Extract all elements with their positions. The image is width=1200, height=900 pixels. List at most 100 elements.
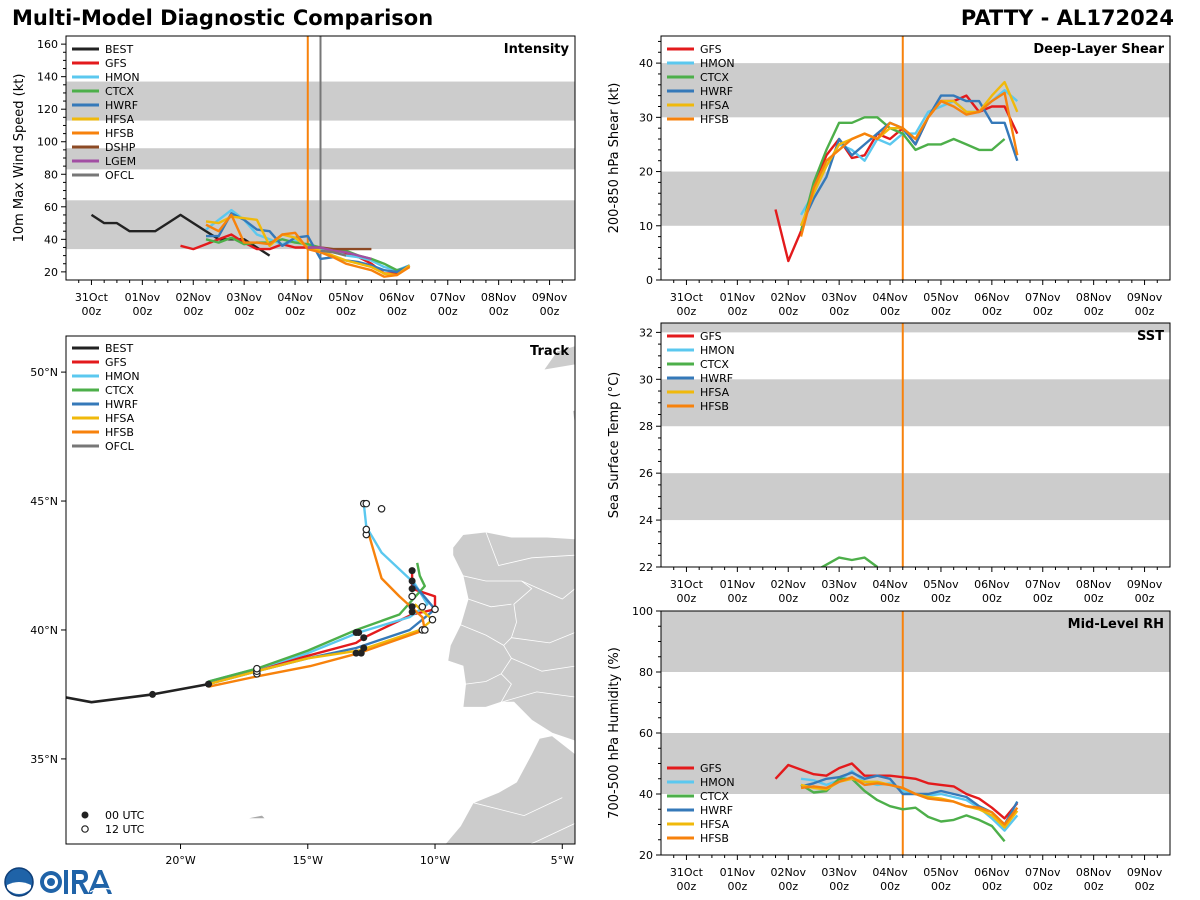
sst-legend-label-ctcx: CTCX [700, 358, 729, 371]
shear-legend-label-hwrf: HWRF [700, 85, 733, 98]
track-series-hmon [208, 503, 429, 683]
marker-legend-00z-label: 00 UTC [105, 809, 145, 822]
sst-xtick-hour: 00z [1135, 592, 1155, 605]
sst-legend-label-gfs: GFS [700, 330, 722, 343]
sst-xtick-date: 01Nov [720, 578, 756, 591]
sst-series-ctcx [819, 556, 879, 567]
rh-xtick-date: 09Nov [1127, 866, 1163, 879]
shear-band-0 [661, 171, 1170, 226]
sst-band-0 [661, 473, 1170, 521]
shear-xtick-date: 03Nov [821, 291, 857, 304]
track-marker-12z [421, 626, 429, 634]
intensity-legend-label-best: BEST [105, 43, 133, 56]
intensity-ytick-label: 160 [37, 38, 58, 51]
track-legend-label-gfs: GFS [105, 356, 127, 369]
shear-plot-area [661, 36, 1170, 280]
shear-xtick-date: 01Nov [720, 291, 756, 304]
track-series-gfs [208, 570, 437, 686]
cira-logo-icon [4, 867, 115, 897]
sst-band-1 [661, 379, 1170, 427]
rh-panel-title: Mid-Level RH [1068, 617, 1164, 632]
border-line [485, 531, 575, 566]
sst-x-axis: 31Oct00z01Nov00z02Nov00z03Nov00z04Nov00z… [670, 567, 1163, 605]
track-marker-12z [253, 664, 261, 673]
rh-xtick-date: 02Nov [771, 866, 807, 879]
track-map-area [66, 346, 575, 844]
track-legend-label-ctcx: CTCX [105, 384, 134, 397]
rh-legend-label-hfsb: HFSB [700, 832, 729, 845]
rh-xtick-hour: 00z [1033, 880, 1053, 893]
intensity-legend-label-hmon: HMON [105, 71, 140, 84]
intensity-xtick-hour: 00z [82, 305, 102, 318]
shear-xtick-hour: 00z [1135, 305, 1155, 318]
rh-xtick-hour: 00z [1084, 880, 1104, 893]
rh-xtick-hour: 00z [880, 880, 900, 893]
storm-id-title: PATTY - AL172024 [960, 6, 1174, 30]
intensity-legend-label-lgem: LGEM [105, 155, 136, 168]
intensity-xtick-date: 09Nov [532, 291, 568, 304]
cornwall-land [544, 346, 575, 370]
intensity-xtick-date: 31Oct [75, 291, 109, 304]
rh-xtick-hour: 00z [778, 880, 798, 893]
shear-legend-label-ctcx: CTCX [700, 71, 729, 84]
shear-xtick-hour: 00z [1033, 305, 1053, 318]
sst-legend-label-hfsa: HFSA [700, 386, 730, 399]
track-legend-label-hfsb: HFSB [105, 426, 134, 439]
track-ytick-label: 50°N [30, 366, 58, 379]
rh-series-gfs [774, 762, 1019, 820]
rh-ytick-label: 80 [639, 666, 653, 679]
shear-xtick-date: 08Nov [1076, 291, 1112, 304]
rh-ytick-label: 40 [639, 788, 653, 801]
sst-ytick-label: 30 [639, 373, 653, 386]
shear-x-axis: 31Oct00z01Nov00z02Nov00z03Nov00z04Nov00z… [670, 280, 1163, 318]
shear-legend-label-gfs: GFS [700, 43, 722, 56]
rh-band-1 [661, 611, 1170, 672]
track-ytick-label: 35°N [30, 753, 58, 766]
shear-series-hfsb [799, 91, 1019, 237]
track-marker-12z [362, 525, 371, 534]
track-marker-00z [408, 603, 416, 611]
sst-xtick-hour: 00z [880, 592, 900, 605]
rh-xtick-date: 01Nov [720, 866, 756, 879]
intensity-xtick-hour: 00z [387, 305, 407, 318]
sst-xtick-hour: 00z [727, 592, 747, 605]
border-line [501, 691, 575, 703]
track-xtick-label: 15°W [293, 854, 323, 867]
track-axes: 20°W 15°W 10°W 5°W 35°N 40°N 45°N 50°N [30, 366, 574, 867]
rh-xtick-hour: 00z [677, 880, 697, 893]
rh-band-0 [661, 733, 1170, 794]
intensity-xtick-hour: 00z [234, 305, 254, 318]
shear-panel-title: Deep-Layer Shear [1033, 42, 1164, 57]
intensity-ytick-label: 120 [37, 103, 58, 116]
rh-xtick-date: 31Oct [670, 866, 704, 879]
shear-xtick-hour: 00z [931, 305, 951, 318]
shear-legend-label-hmon: HMON [700, 57, 735, 70]
rh-xtick-hour: 00z [727, 880, 747, 893]
sst-xtick-date: 04Nov [872, 578, 908, 591]
sst-ytick-label: 24 [639, 514, 653, 527]
shear-y-axis: 0 10 20 30 40 [639, 40, 661, 287]
rh-legend-label-ctcx: CTCX [700, 790, 729, 803]
intensity-xtick-hour: 00z [438, 305, 458, 318]
rh-xtick-date: 03Nov [821, 866, 857, 879]
track-marker-00z [408, 608, 416, 616]
shear-band-1 [661, 63, 1170, 118]
shear-legend-label-hfsa: HFSA [700, 99, 730, 112]
rh-ytick-label: 60 [639, 727, 653, 740]
track-marker-12z [418, 602, 427, 611]
rh-legend-label-gfs: GFS [700, 762, 722, 775]
intensity-legend-label-hwrf: HWRF [105, 99, 138, 112]
track-marker-00z [205, 680, 213, 688]
intensity-legend-label-hfsb: HFSB [105, 127, 134, 140]
sst-band-2 [661, 323, 1170, 333]
track-marker-00z [408, 585, 416, 593]
sst-xtick-hour: 00z [982, 592, 1002, 605]
panel-sst: 22242628303231Oct00z01Nov00z02Nov00z03No… [607, 322, 1171, 605]
intensity-ytick-label: 40 [44, 233, 58, 246]
sst-xtick-hour: 00z [1084, 592, 1104, 605]
shear-xtick-hour: 00z [829, 305, 849, 318]
panel-shear: 01020304031Oct00z01Nov00z02Nov00z03Nov00… [607, 35, 1171, 318]
